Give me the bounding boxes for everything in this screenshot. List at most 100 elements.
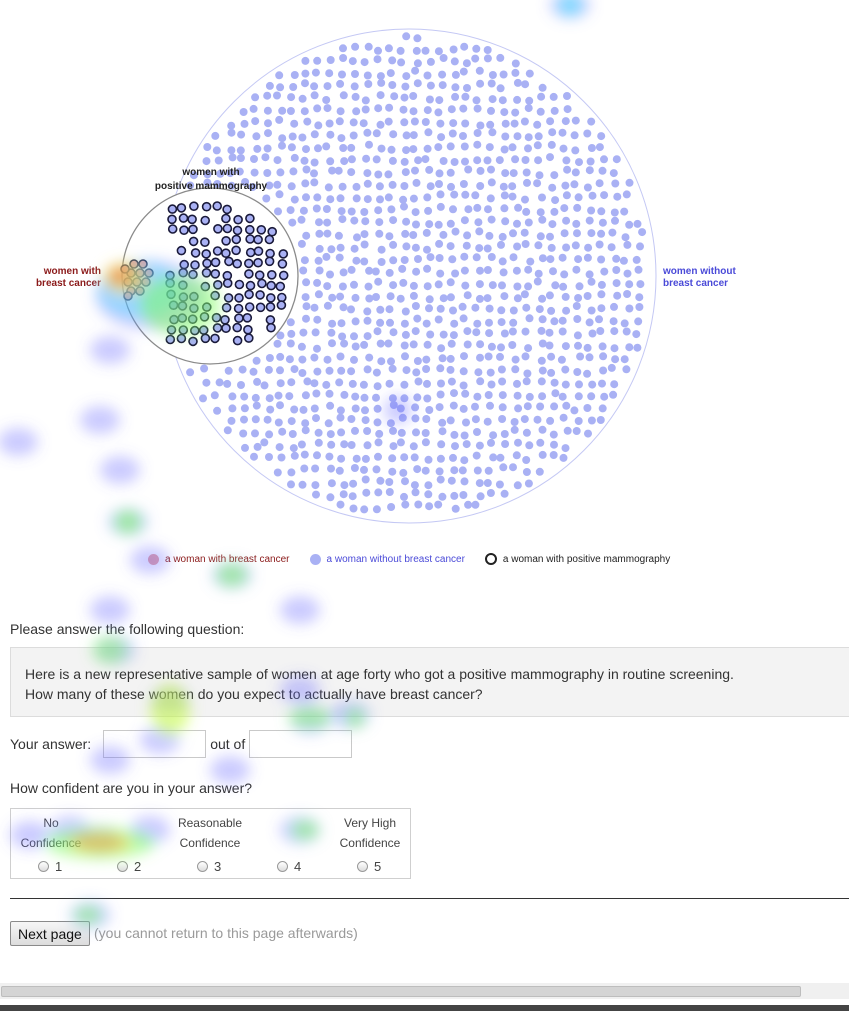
woman-without-cancer-dot (323, 104, 332, 113)
woman-without-cancer-dot (399, 278, 408, 287)
woman-without-cancer-dot (236, 154, 245, 162)
woman-without-cancer-dot (363, 307, 372, 316)
woman-without-cancer-dot (411, 66, 420, 75)
woman-without-cancer-dot (598, 218, 607, 227)
woman-without-cancer-dot (361, 105, 370, 114)
woman-without-cancer-dot (302, 193, 310, 202)
woman-without-cancer-dot (336, 413, 345, 422)
confidence-option-4[interactable]: 4 (277, 859, 301, 874)
confidence-option-2[interactable]: 2 (117, 859, 141, 874)
legend-item-positive: a woman with positive mammography (484, 553, 670, 565)
woman-without-cancer-dot (336, 352, 345, 361)
woman-without-cancer-dot (512, 451, 521, 460)
positive-mammography-dot (276, 300, 287, 310)
positive-mammography-dot (257, 278, 267, 289)
woman-without-cancer-dot (289, 83, 298, 91)
confidence-option-3[interactable]: 3 (197, 859, 221, 874)
woman-without-cancer-dot (263, 91, 272, 100)
horizontal-scrollbar[interactable] (0, 983, 849, 999)
radio-icon[interactable] (38, 861, 49, 872)
woman-without-cancer-dot (322, 96, 331, 104)
positive-mammography-dot (242, 312, 253, 323)
woman-without-cancer-dot (313, 451, 321, 460)
woman-with-cancer-dot (123, 277, 133, 287)
answer-numerator-input[interactable] (103, 730, 207, 758)
answer-denominator-input[interactable] (249, 730, 353, 758)
woman-without-cancer-dot (314, 290, 323, 299)
woman-without-cancer-dot (288, 132, 297, 141)
woman-without-cancer-dot (473, 156, 482, 165)
woman-without-cancer-dot (573, 315, 582, 323)
radio-icon[interactable] (357, 861, 368, 872)
positive-mammography-dot (210, 257, 221, 268)
woman-without-cancer-dot (385, 478, 394, 486)
woman-without-cancer-dot (486, 194, 495, 203)
radio-icon[interactable] (277, 861, 288, 872)
woman-without-cancer-dot (424, 128, 433, 137)
woman-without-cancer-dot (334, 231, 343, 240)
positive-mammography-dot (166, 325, 177, 335)
scrollbar-thumb[interactable] (1, 986, 801, 997)
woman-without-cancer-dot (625, 343, 634, 352)
woman-without-cancer-dot (484, 352, 493, 361)
woman-without-cancer-dot (223, 426, 232, 435)
positive-mammography-dot (201, 201, 212, 212)
confidence-option-1[interactable]: 1 (38, 859, 62, 874)
woman-without-cancer-dot (423, 193, 432, 202)
woman-without-cancer-dot (347, 415, 356, 423)
positive-mammography-dot (200, 237, 210, 247)
woman-without-cancer-dot (485, 329, 494, 338)
woman-without-cancer-dot (486, 120, 495, 129)
positive-mammography-dot (200, 215, 210, 226)
next-page-button[interactable]: Next page (10, 921, 90, 946)
woman-without-cancer-dot (447, 182, 455, 191)
woman-without-cancer-dot (434, 47, 443, 56)
woman-without-cancer-dot (498, 281, 506, 290)
woman-without-cancer-dot (583, 253, 592, 262)
woman-without-cancer-dot (326, 157, 335, 166)
woman-without-cancer-dot (437, 133, 446, 142)
woman-without-cancer-dot (276, 352, 285, 361)
woman-without-cancer-dot (388, 180, 397, 189)
woman-without-cancer-dot (458, 466, 467, 475)
woman-without-cancer-dot (324, 419, 333, 428)
woman-without-cancer-dot (372, 155, 381, 164)
woman-without-cancer-dot (290, 119, 299, 128)
woman-without-cancer-dot (501, 217, 510, 226)
woman-without-cancer-dot (360, 257, 369, 266)
woman-without-cancer-dot (372, 465, 381, 474)
woman-without-cancer-dot (413, 465, 422, 474)
woman-without-cancer-dot (402, 217, 411, 226)
woman-without-cancer-dot (411, 302, 420, 310)
woman-without-cancer-dot (339, 303, 348, 312)
woman-without-cancer-dot (252, 356, 261, 365)
woman-without-cancer-dot (228, 392, 237, 401)
woman-without-cancer-dot (521, 195, 529, 204)
woman-without-cancer-dot (399, 468, 408, 477)
woman-without-cancer-dot (522, 377, 531, 386)
woman-without-cancer-dot (251, 117, 260, 126)
woman-without-cancer-dot (227, 128, 236, 137)
woman-without-cancer-dot (460, 42, 469, 51)
woman-without-cancer-dot (450, 57, 459, 66)
woman-without-cancer-dot (326, 493, 335, 502)
confidence-option-5[interactable]: 5 (357, 859, 381, 874)
woman-without-cancer-dot (600, 155, 608, 164)
woman-without-cancer-dot (533, 415, 542, 424)
woman-without-cancer-dot (285, 392, 294, 401)
woman-without-cancer-dot (537, 356, 546, 365)
woman-without-cancer-dot (436, 269, 445, 278)
woman-without-cancer-dot (425, 220, 434, 229)
radio-icon[interactable] (197, 861, 208, 872)
woman-without-cancer-dot (286, 318, 295, 327)
radio-icon[interactable] (117, 861, 128, 872)
woman-without-cancer-dot (483, 266, 492, 274)
woman-without-cancer-dot (447, 476, 456, 485)
woman-without-cancer-dot (252, 401, 261, 410)
woman-without-cancer-dot (436, 119, 445, 128)
woman-without-cancer-dot (313, 56, 322, 65)
woman-without-cancer-dot (522, 168, 531, 177)
woman-with-cancer-dot (141, 277, 151, 287)
woman-without-cancer-dot (376, 195, 384, 204)
woman-without-cancer-dot (265, 81, 274, 90)
